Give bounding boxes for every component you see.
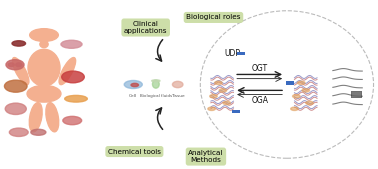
Ellipse shape <box>12 58 29 85</box>
Circle shape <box>131 83 138 87</box>
Ellipse shape <box>27 85 61 102</box>
Text: Biological roles: Biological roles <box>186 15 241 20</box>
Ellipse shape <box>8 63 14 67</box>
Circle shape <box>215 81 222 84</box>
Ellipse shape <box>172 81 183 88</box>
Text: OGT: OGT <box>251 64 267 73</box>
FancyBboxPatch shape <box>286 81 294 84</box>
Ellipse shape <box>63 116 82 125</box>
Ellipse shape <box>152 80 159 88</box>
Ellipse shape <box>152 80 160 82</box>
Circle shape <box>306 101 313 105</box>
Circle shape <box>291 107 298 111</box>
FancyBboxPatch shape <box>232 110 240 113</box>
Ellipse shape <box>29 103 42 132</box>
FancyBboxPatch shape <box>237 52 245 55</box>
Circle shape <box>30 29 58 41</box>
Circle shape <box>302 89 310 92</box>
Circle shape <box>208 107 215 111</box>
Ellipse shape <box>62 71 84 83</box>
Ellipse shape <box>61 40 82 48</box>
Circle shape <box>293 95 300 98</box>
Ellipse shape <box>31 129 46 135</box>
Text: Cell: Cell <box>129 94 137 98</box>
Circle shape <box>219 89 227 92</box>
Ellipse shape <box>16 63 22 67</box>
Text: Analytical
Methods: Analytical Methods <box>188 150 224 163</box>
Text: Tissue: Tissue <box>171 94 184 98</box>
Text: OGA: OGA <box>251 96 268 105</box>
Ellipse shape <box>5 103 26 115</box>
Ellipse shape <box>40 41 48 48</box>
Ellipse shape <box>12 41 26 46</box>
Text: Clinical
applications: Clinical applications <box>124 21 167 34</box>
FancyBboxPatch shape <box>352 92 361 97</box>
Circle shape <box>210 95 217 98</box>
Circle shape <box>223 101 231 105</box>
Circle shape <box>124 80 142 89</box>
Text: Biological fluids: Biological fluids <box>140 94 172 98</box>
Ellipse shape <box>59 58 76 85</box>
Ellipse shape <box>28 49 60 86</box>
Ellipse shape <box>6 60 24 70</box>
Ellipse shape <box>9 128 28 136</box>
Circle shape <box>297 81 305 84</box>
Ellipse shape <box>46 103 59 132</box>
Text: UDP-: UDP- <box>225 49 243 58</box>
Ellipse shape <box>65 95 87 102</box>
Text: Chemical tools: Chemical tools <box>108 149 161 154</box>
Ellipse shape <box>5 80 27 92</box>
FancyBboxPatch shape <box>351 91 362 98</box>
